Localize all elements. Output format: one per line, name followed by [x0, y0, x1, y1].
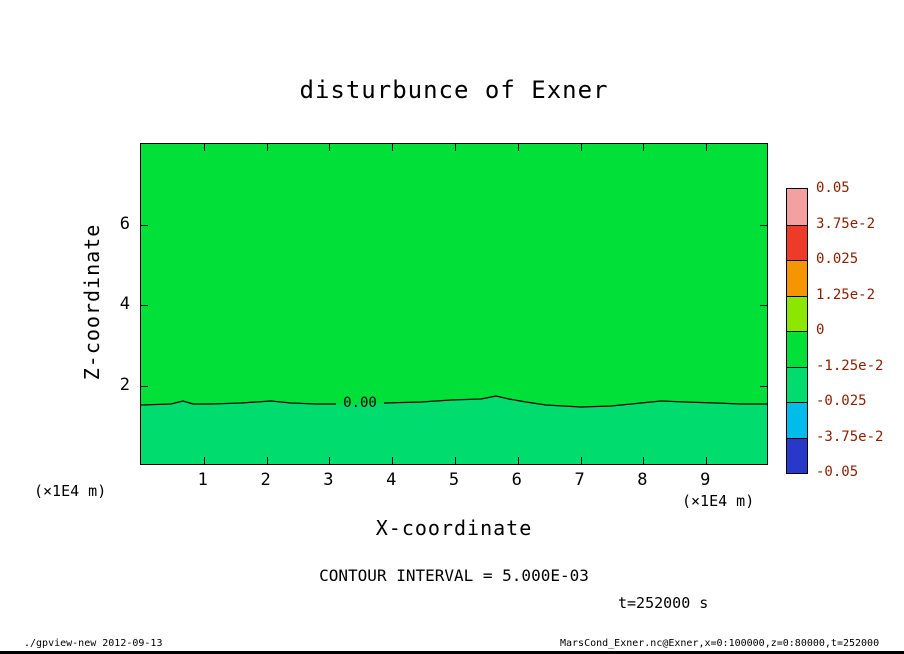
colorbar-band [787, 331, 807, 367]
colorbar-band [787, 437, 807, 473]
y-tick-label: 2 [119, 374, 130, 395]
axis-tick [517, 457, 519, 464]
axis-tick [760, 305, 767, 306]
axis-tick [141, 224, 148, 226]
zero-contour-line-right [383, 395, 767, 408]
axis-tick [455, 457, 456, 464]
window-bottom-border [0, 651, 904, 654]
contour-field [141, 144, 767, 464]
y-axis-unit-label: (×1E4 m) [34, 482, 107, 500]
x-tick-label: 5 [448, 470, 460, 490]
colorbar-band [787, 189, 807, 225]
colorbar-band [787, 366, 807, 402]
axis-tick [455, 144, 456, 151]
axis-tick [141, 305, 148, 306]
axis-tick [706, 144, 708, 151]
x-tick-label: 6 [511, 470, 522, 490]
x-tick-label: 2 [260, 470, 271, 490]
colorbar-band [787, 224, 807, 260]
y-tick-label: 4 [119, 294, 130, 314]
x-axis-unit-label: (×1E4 m) [682, 492, 755, 510]
colorbar-tick-label: -0.05 [816, 464, 859, 480]
colorbar-tick-label: -3.75e-2 [816, 428, 884, 445]
colorbar-tick-label: 0.05 [816, 180, 850, 196]
colorbar-tick-label: -1.25e-2 [816, 357, 884, 374]
chart-title: disturbunce of Exner [299, 76, 609, 104]
x-tick-label: 3 [323, 470, 334, 490]
axis-tick [643, 144, 645, 151]
x-tick-label: 7 [574, 470, 585, 490]
axis-tick [580, 457, 582, 464]
axis-tick [203, 457, 205, 464]
axis-tick [760, 224, 767, 226]
colorbar-tick-label: -0.025 [816, 393, 867, 409]
colorbar-tick-label: 1.25e-2 [816, 286, 876, 303]
x-tick-label: 9 [700, 470, 711, 490]
axis-tick [392, 144, 394, 151]
axis-tick [517, 144, 519, 151]
x-tick-label: 4 [386, 470, 397, 490]
axis-tick [706, 457, 708, 464]
plot-area [140, 143, 768, 465]
axis-tick [392, 457, 394, 464]
axis-tick [141, 385, 148, 387]
axis-tick [266, 144, 268, 151]
zero-contour-line-left [141, 400, 336, 406]
axis-tick [329, 457, 331, 464]
colorbar-band [787, 260, 807, 296]
x-axis-label: X-coordinate [375, 516, 533, 540]
footer-command-text: ./gpview-new 2012-09-13 [24, 638, 163, 649]
axis-tick [203, 144, 205, 151]
contour-line-label: 0.00 [343, 395, 377, 411]
axis-tick [580, 144, 582, 151]
x-tick-label: 1 [197, 470, 208, 490]
colorbar [786, 188, 808, 474]
x-tick-label: 8 [637, 470, 648, 490]
colorbar-tick-label: 0.025 [816, 251, 859, 267]
axis-tick [266, 457, 268, 464]
colorbar-tick-label: 3.75e-2 [816, 215, 876, 232]
footer-file-text: MarsCond_Exner.nc@Exner,x=0:100000,z=0:8… [560, 638, 880, 649]
colorbar-band [787, 402, 807, 438]
axis-tick [329, 144, 331, 151]
y-tick-label: 6 [119, 213, 130, 234]
colorbar-band [787, 295, 807, 331]
contour-interval-text: CONTOUR INTERVAL = 5.000E-03 [319, 566, 589, 585]
axis-tick [643, 457, 645, 464]
colorbar-tick-label: 0 [816, 322, 825, 338]
time-label: t=252000 s [618, 594, 709, 612]
axis-tick [760, 385, 767, 387]
negative-region [141, 396, 767, 464]
